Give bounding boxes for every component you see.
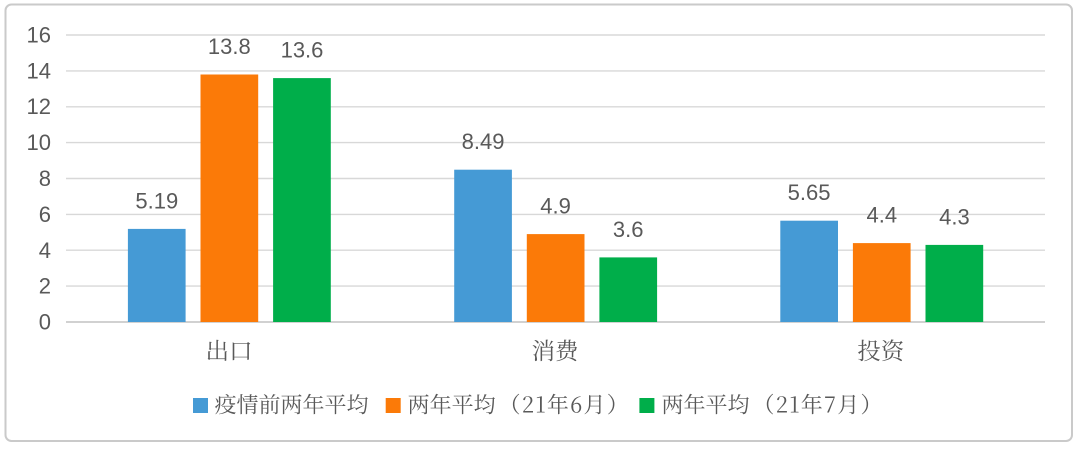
svg-text:6: 6 — [39, 202, 51, 227]
svg-text:13.8: 13.8 — [208, 34, 251, 59]
svg-text:4.4: 4.4 — [867, 203, 898, 228]
svg-text:5.65: 5.65 — [788, 180, 831, 205]
svg-text:16: 16 — [27, 23, 51, 48]
svg-text:12: 12 — [27, 94, 51, 119]
svg-text:10: 10 — [27, 130, 51, 155]
svg-text:8: 8 — [39, 166, 51, 191]
svg-text:4: 4 — [39, 238, 51, 263]
svg-text:4.9: 4.9 — [540, 194, 571, 219]
svg-text:3.6: 3.6 — [613, 217, 644, 242]
svg-text:5.19: 5.19 — [135, 188, 178, 213]
svg-text:4.3: 4.3 — [939, 204, 970, 229]
svg-text:8.49: 8.49 — [462, 129, 505, 154]
svg-text:2: 2 — [39, 274, 51, 299]
svg-text:13.6: 13.6 — [281, 38, 324, 63]
svg-text:0: 0 — [39, 310, 51, 335]
svg-text:14: 14 — [27, 58, 51, 83]
